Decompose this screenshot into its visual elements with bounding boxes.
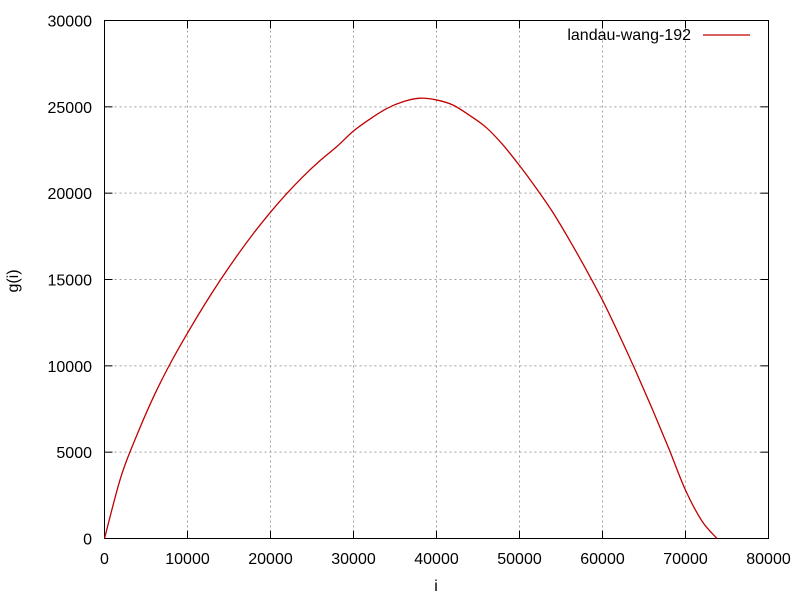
legend: landau-wang-192 [567,27,750,44]
y-tick-label: 20000 [48,186,93,203]
x-tick-label: 0 [100,551,109,568]
y-tick-label: 0 [83,532,92,549]
x-tick-label: 30000 [331,551,376,568]
y-tick-label: 15000 [48,273,93,290]
y-tick-labels: 0 5000 10000 15000 20000 25000 30000 [48,14,93,549]
x-tick-label: 70000 [663,551,708,568]
x-tick-labels: 0 10000 20000 30000 40000 50000 60000 70000 8000… [100,551,791,568]
axis-ticks [104,20,769,539]
x-tick-label: 20000 [248,551,293,568]
series-line [103,97,718,539]
x-tick-label: 50000 [497,551,542,568]
y-tick-label: 30000 [48,14,93,31]
x-tick-label: 10000 [165,551,210,568]
grid [104,20,769,539]
legend-label: landau-wang-192 [567,27,691,44]
x-tick-label: 40000 [414,551,459,568]
x-tick-label: 60000 [580,551,625,568]
y-tick-label: 25000 [48,100,93,117]
y-tick-label: 10000 [48,359,93,376]
y-tick-label: 5000 [56,445,92,462]
x-axis-label: i [434,578,438,595]
series-layer [103,97,718,539]
y-axis-label: g(i) [5,269,22,292]
x-tick-label: 80000 [746,551,791,568]
